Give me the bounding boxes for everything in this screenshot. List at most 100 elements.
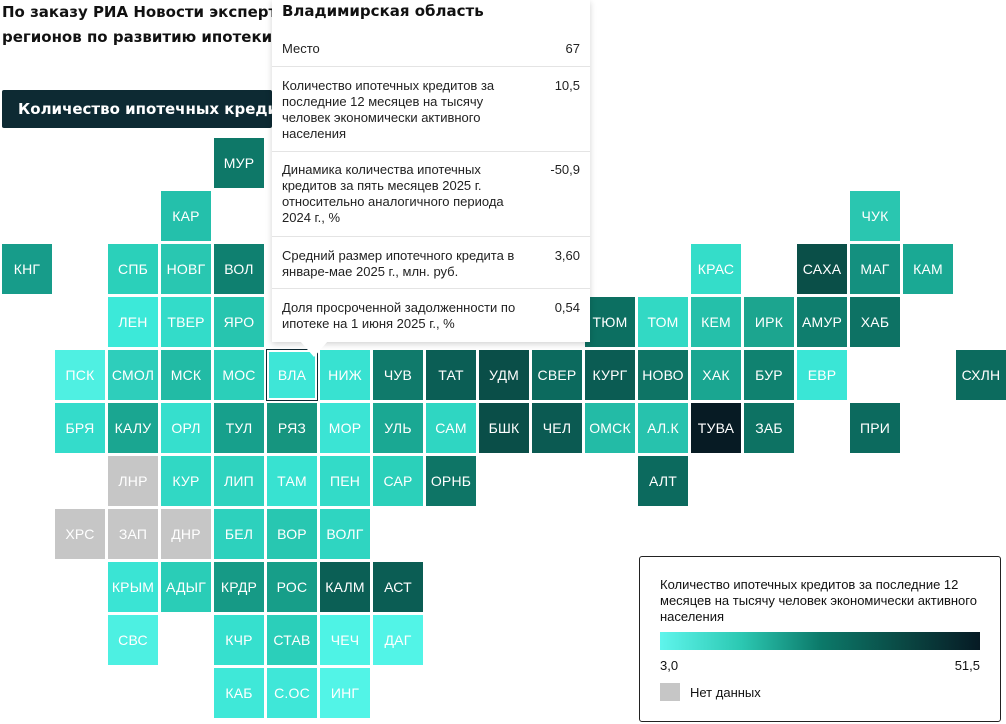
region-tile-калу[interactable]: КАЛУ (108, 403, 158, 453)
region-tile-схлн[interactable]: СХЛН (956, 350, 1006, 400)
region-tile-чел[interactable]: ЧЕЛ (532, 403, 582, 453)
region-tile-амур[interactable]: АМУР (797, 297, 847, 347)
region-tile-пск[interactable]: ПСК (55, 350, 105, 400)
region-tile-том[interactable]: ТОМ (638, 297, 688, 347)
metric-select[interactable]: Количество ипотечных креди... (2, 90, 272, 128)
region-tile-кур[interactable]: КУР (161, 456, 211, 506)
region-tile-рос[interactable]: РОС (267, 562, 317, 612)
region-tile-тул[interactable]: ТУЛ (214, 403, 264, 453)
region-tile-тува[interactable]: ТУВА (691, 403, 741, 453)
region-tile-вла[interactable]: ВЛА (267, 350, 317, 400)
region-tile-яро[interactable]: ЯРО (214, 297, 264, 347)
tooltip-row-label: Средний размер ипотечного кредита в янва… (282, 248, 515, 279)
region-tile-хак[interactable]: ХАК (691, 350, 741, 400)
region-tile-лен[interactable]: ЛЕН (108, 297, 158, 347)
region-tile-алк[interactable]: АЛ.К (638, 403, 688, 453)
region-tile-вол[interactable]: ВОЛ (214, 244, 264, 294)
region-tile-бел[interactable]: БЕЛ (214, 509, 264, 559)
region-tile-саха[interactable]: САХА (797, 244, 847, 294)
region-tile-вор[interactable]: ВОР (267, 509, 317, 559)
region-tile-тат[interactable]: ТАТ (426, 350, 476, 400)
region-tile-чук[interactable]: ЧУК (850, 191, 900, 241)
region-tile-мос[interactable]: МОС (214, 350, 264, 400)
tooltip-row-label: Доля просроченной задолженности по ипоте… (282, 300, 516, 331)
region-tile-бур[interactable]: БУР (744, 350, 794, 400)
region-tile-лип[interactable]: ЛИП (214, 456, 264, 506)
region-tile-волг[interactable]: ВОЛГ (320, 509, 370, 559)
region-tile-адыг[interactable]: АДЫГ (161, 562, 211, 612)
region-tile-орнб[interactable]: ОРНБ (426, 456, 476, 506)
region-tile-сос[interactable]: С.ОС (267, 668, 317, 718)
region-tile-ниж[interactable]: НИЖ (320, 350, 370, 400)
tooltip-divider (272, 288, 590, 289)
region-tile-ново[interactable]: НОВО (638, 350, 688, 400)
tooltip-region-name: Владимирская область (282, 2, 484, 20)
region-tile-зап[interactable]: ЗАП (108, 509, 158, 559)
region-tile-хаб[interactable]: ХАБ (850, 297, 900, 347)
region-tile-смол[interactable]: СМОЛ (108, 350, 158, 400)
region-tile-свер[interactable]: СВЕР (532, 350, 582, 400)
region-tile-кчр[interactable]: КЧР (214, 615, 264, 665)
region-tile-инг[interactable]: ИНГ (320, 668, 370, 718)
region-tile-хрс[interactable]: ХРС (55, 509, 105, 559)
tooltip-row-label: Место (282, 41, 320, 56)
region-tile-заб[interactable]: ЗАБ (744, 403, 794, 453)
tooltip-pointer (300, 341, 328, 357)
region-tile-кем[interactable]: КЕМ (691, 297, 741, 347)
region-tile-твер[interactable]: ТВЕР (161, 297, 211, 347)
region-tile-кам[interactable]: КАМ (903, 244, 953, 294)
legend-max-label: 51,5 (954, 658, 980, 673)
legend: Количество ипотечных кредитов за последн… (639, 556, 1001, 722)
tooltip-divider (272, 151, 590, 152)
legend-nodata-label: Нет данных (690, 685, 761, 700)
region-tile-чеч[interactable]: ЧЕЧ (320, 615, 370, 665)
region-tile-ряз[interactable]: РЯЗ (267, 403, 317, 453)
region-tooltip: Владимирская область Место 67 Количество… (272, 0, 590, 342)
region-tile-маг[interactable]: МАГ (850, 244, 900, 294)
region-tile-новг[interactable]: НОВГ (161, 244, 211, 294)
tooltip-row-value: 0,54 (554, 300, 580, 315)
region-tile-тюм[interactable]: ТЮМ (585, 297, 635, 347)
region-tile-мор[interactable]: МОР (320, 403, 370, 453)
region-tile-бшк[interactable]: БШК (479, 403, 529, 453)
region-tile-крдр[interactable]: КРДР (214, 562, 264, 612)
region-tile-свс[interactable]: СВС (108, 615, 158, 665)
tooltip-divider (272, 236, 590, 237)
region-tile-калм[interactable]: КАЛМ (320, 562, 370, 612)
region-tile-бря[interactable]: БРЯ (55, 403, 105, 453)
legend-title: Количество ипотечных кредитов за последн… (660, 577, 977, 624)
region-tile-кар[interactable]: КАР (161, 191, 211, 241)
region-tile-крым[interactable]: КРЫМ (108, 562, 158, 612)
region-tile-лнр[interactable]: ЛНР (108, 456, 158, 506)
region-tile-став[interactable]: СТАВ (267, 615, 317, 665)
tooltip-row-value: 10,5 (554, 78, 580, 93)
region-tile-при[interactable]: ПРИ (850, 403, 900, 453)
region-tile-омск[interactable]: ОМСК (585, 403, 635, 453)
region-tile-пен[interactable]: ПЕН (320, 456, 370, 506)
region-tile-сам[interactable]: САМ (426, 403, 476, 453)
legend-color-scale (660, 632, 980, 650)
region-tile-даг[interactable]: ДАГ (373, 615, 423, 665)
region-tile-сар[interactable]: САР (373, 456, 423, 506)
region-tile-каб[interactable]: КАБ (214, 668, 264, 718)
region-tile-кург[interactable]: КУРГ (585, 350, 635, 400)
region-tile-уль[interactable]: УЛЬ (373, 403, 423, 453)
legend-nodata-swatch (660, 683, 680, 701)
region-tile-алт[interactable]: АЛТ (638, 456, 688, 506)
tooltip-row-value: 67 (565, 41, 580, 56)
region-tile-крас[interactable]: КРАС (691, 244, 741, 294)
region-tile-аст[interactable]: АСТ (373, 562, 423, 612)
region-tile-удм[interactable]: УДМ (479, 350, 529, 400)
region-tile-мск[interactable]: МСК (161, 350, 211, 400)
region-tile-мур[interactable]: МУР (214, 138, 264, 188)
tooltip-divider (272, 66, 590, 67)
region-tile-чув[interactable]: ЧУВ (373, 350, 423, 400)
region-tile-кнг[interactable]: КНГ (2, 244, 52, 294)
region-tile-ирк[interactable]: ИРК (744, 297, 794, 347)
region-tile-днр[interactable]: ДНР (161, 509, 211, 559)
region-tile-орл[interactable]: ОРЛ (161, 403, 211, 453)
region-tile-там[interactable]: ТАМ (267, 456, 317, 506)
region-tile-спб[interactable]: СПБ (108, 244, 158, 294)
region-tile-евр[interactable]: ЕВР (797, 350, 847, 400)
tooltip-row-label: Количество ипотечных кредитов за последн… (282, 78, 495, 141)
